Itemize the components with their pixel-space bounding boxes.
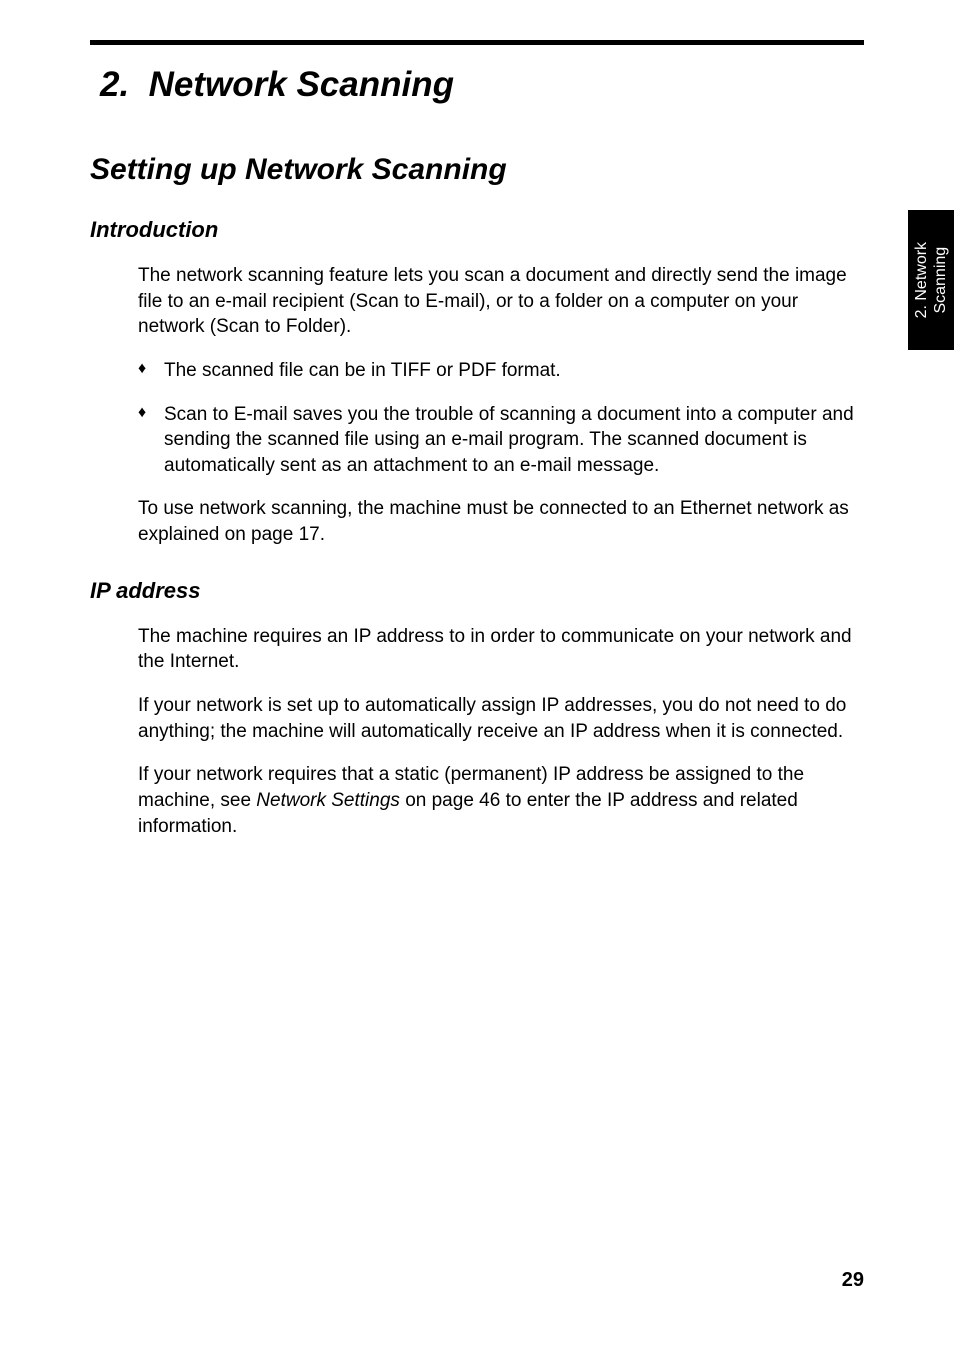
ip-para-3: If your network requires that a static (…	[138, 762, 864, 839]
side-tab-text: 2. Network Scanning	[912, 242, 950, 318]
intro-bullets: The scanned file can be in TIFF or PDF f…	[138, 358, 864, 479]
introduction-block: Introduction The network scanning featur…	[90, 217, 864, 548]
ip-address-block: IP address The machine requires an IP ad…	[90, 578, 864, 839]
side-tab-line2: Scanning	[932, 247, 949, 314]
intro-para-1: The network scanning feature lets you sc…	[138, 263, 864, 340]
chapter-number: 2.	[100, 65, 129, 104]
ip-heading: IP address	[90, 578, 864, 604]
ip-para-3-italic: Network Settings	[256, 790, 400, 811]
page-content: 2. Network Scanning Setting up Network S…	[0, 0, 954, 839]
introduction-heading: Introduction	[90, 217, 864, 243]
side-tab-line1: 2. Network	[913, 242, 930, 318]
section-title: Setting up Network Scanning	[90, 153, 864, 187]
chapter-rule	[90, 40, 864, 45]
intro-para-2: To use network scanning, the machine mus…	[138, 496, 864, 547]
page-number: 29	[842, 1269, 864, 1292]
ip-para-1: The machine requires an IP address to in…	[138, 624, 864, 675]
chapter-name: Network Scanning	[149, 65, 454, 104]
side-tab: 2. Network Scanning	[908, 210, 954, 350]
chapter-title: 2. Network Scanning	[100, 65, 864, 105]
intro-bullet-2: Scan to E-mail saves you the trouble of …	[138, 402, 864, 479]
intro-bullet-1: The scanned file can be in TIFF or PDF f…	[138, 358, 864, 384]
ip-para-2: If your network is set up to automatical…	[138, 693, 864, 744]
